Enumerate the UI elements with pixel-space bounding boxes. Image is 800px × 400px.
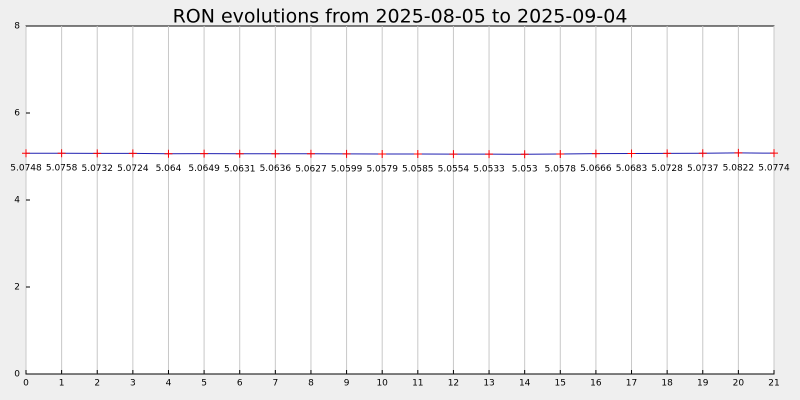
point-marker (449, 150, 458, 159)
data-label: 5.0627 (295, 164, 327, 174)
point-marker (200, 149, 209, 158)
data-label: 5.0579 (366, 164, 398, 174)
point-marker (413, 149, 422, 158)
point-marker (485, 150, 494, 159)
point-marker (734, 148, 743, 157)
data-label: 5.0822 (723, 163, 755, 173)
data-label: 5.0631 (224, 164, 256, 174)
y-tick-label: 0 (14, 370, 20, 380)
x-tick-label: 0 (23, 379, 29, 389)
x-tick-label: 19 (697, 379, 709, 389)
x-tick-label: 21 (768, 379, 779, 389)
x-tick-label: 15 (555, 379, 566, 389)
data-label: 5.0683 (616, 164, 648, 174)
point-marker (57, 149, 66, 158)
x-tick-label: 14 (519, 379, 531, 389)
point-marker (627, 149, 636, 158)
point-marker (663, 149, 672, 158)
data-label: 5.0774 (758, 164, 790, 174)
y-tick-label: 2 (14, 283, 20, 293)
y-tick-label: 8 (14, 22, 20, 32)
x-tick-label: 11 (412, 379, 423, 389)
x-tick-label: 2 (94, 379, 100, 389)
point-marker (164, 149, 173, 158)
x-tick-label: 13 (483, 379, 494, 389)
data-label: 5.0533 (473, 165, 505, 175)
data-label: 5.0737 (687, 164, 719, 174)
data-line (25, 152, 775, 155)
point-marker (93, 149, 102, 158)
data-label: 5.0666 (580, 164, 612, 174)
data-label: 5.0732 (81, 164, 113, 174)
x-tick-label: 8 (308, 379, 314, 389)
point-marker (591, 149, 600, 158)
x-tick-label: 18 (661, 379, 673, 389)
x-tick-label: 3 (130, 379, 136, 389)
x-tick-label: 5 (201, 379, 207, 389)
point-marker (556, 149, 565, 158)
x-tick-label: 1 (59, 379, 65, 389)
plot-area (25, 25, 775, 375)
data-label: 5.0728 (651, 164, 683, 174)
point-marker (770, 149, 778, 158)
point-marker (306, 149, 315, 158)
x-tick-label: 20 (733, 379, 745, 389)
x-tick-label: 7 (272, 379, 278, 389)
point-marker (235, 149, 244, 158)
data-label: 5.0649 (188, 164, 220, 174)
point-marker (22, 149, 30, 158)
data-label: 5.0724 (117, 164, 149, 174)
chart-title: RON evolutions from 2025-08-05 to 2025-0… (173, 6, 628, 28)
y-tick-label: 4 (14, 196, 20, 206)
point-marker (698, 149, 707, 158)
point-marker (128, 149, 137, 158)
data-label: 5.0554 (438, 165, 470, 175)
data-label: 5.064 (156, 164, 182, 174)
x-tick-label: 9 (344, 379, 350, 389)
point-marker (342, 149, 351, 158)
data-label: 5.0748 (10, 164, 42, 174)
y-tick-label: 6 (14, 109, 20, 119)
data-label: 5.053 (512, 165, 538, 175)
x-tick-label: 6 (237, 379, 243, 389)
point-marker (271, 149, 280, 158)
point-marker (378, 149, 387, 158)
x-tick-label: 16 (590, 379, 602, 389)
data-label: 5.0636 (260, 164, 292, 174)
data-label: 5.0585 (402, 164, 434, 174)
data-label: 5.0599 (331, 164, 363, 174)
x-tick-label: 12 (448, 379, 459, 389)
x-tick-label: 4 (166, 379, 172, 389)
point-marker (520, 150, 529, 159)
data-label: 5.0578 (545, 164, 577, 174)
data-label: 5.0758 (46, 164, 78, 174)
x-tick-label: 17 (626, 379, 637, 389)
x-tick-label: 10 (376, 379, 388, 389)
